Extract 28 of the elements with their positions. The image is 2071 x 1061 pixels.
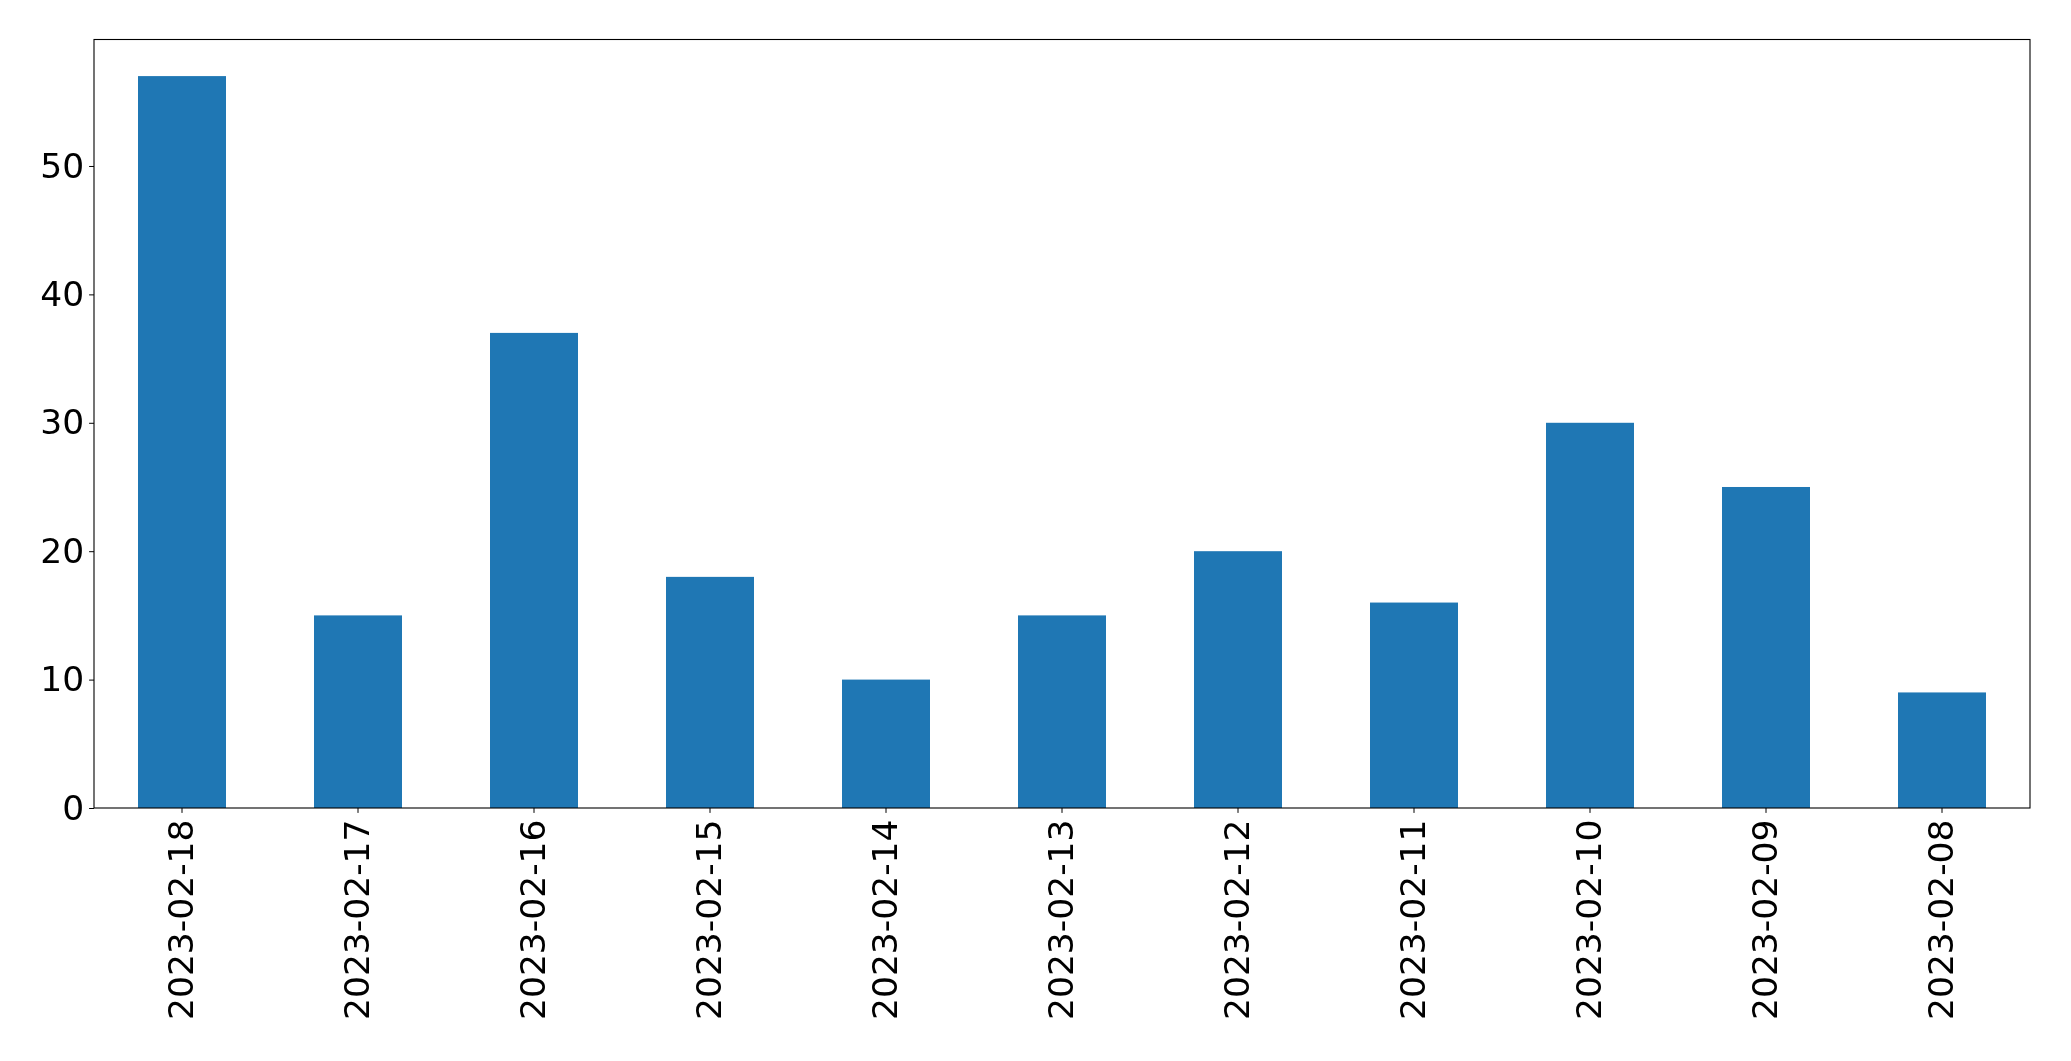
bar <box>842 679 930 808</box>
bar <box>314 615 402 808</box>
y-tick-label: 40 <box>40 273 85 314</box>
x-tick-label: 2023-02-16 <box>513 819 554 1020</box>
x-tick-label: 2023-02-10 <box>1569 819 1610 1020</box>
x-tick-label: 2023-02-17 <box>337 819 378 1020</box>
bar <box>1722 486 1810 808</box>
x-tick-label: 2023-02-14 <box>865 819 906 1020</box>
x-tick-label: 2023-02-08 <box>1921 819 1962 1020</box>
bar <box>1018 615 1106 808</box>
bar <box>666 576 754 808</box>
y-tick-label: 10 <box>40 659 85 700</box>
x-tick-label: 2023-02-11 <box>1393 819 1434 1020</box>
y-tick-label: 0 <box>62 787 85 828</box>
bar <box>1370 602 1458 808</box>
x-tick-label: 2023-02-13 <box>1041 819 1082 1020</box>
y-tick-label: 30 <box>40 402 85 443</box>
bar <box>138 76 226 808</box>
x-tick-label: 2023-02-15 <box>689 819 730 1020</box>
bar <box>490 332 578 808</box>
y-tick-label: 50 <box>40 145 85 186</box>
x-tick-label: 2023-02-18 <box>161 819 202 1020</box>
bar <box>1194 551 1282 808</box>
x-tick-label: 2023-02-12 <box>1217 819 1258 1020</box>
y-tick-label: 20 <box>40 530 85 571</box>
bar <box>1898 692 1986 808</box>
bar <box>1546 422 1634 808</box>
x-tick-label: 2023-02-09 <box>1745 819 1786 1020</box>
